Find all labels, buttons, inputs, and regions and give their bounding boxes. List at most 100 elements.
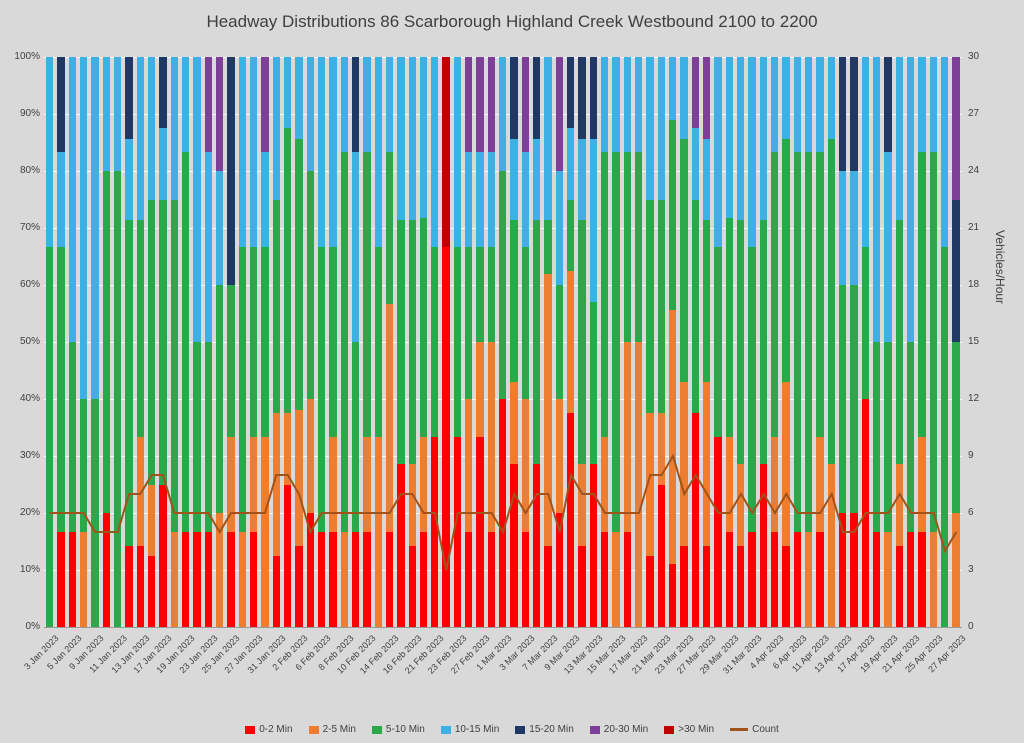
bar-11-jan-2023 — [113, 57, 122, 627]
segment-2-5-min — [295, 409, 303, 546]
bar-21-apr-2023 — [906, 57, 915, 627]
segment-5-10-min — [317, 246, 326, 532]
segment-2-5-min — [465, 399, 473, 532]
segment-2-5-min — [363, 437, 371, 532]
bar-15-feb-2023 — [397, 57, 405, 627]
segment-0-2-min — [578, 545, 586, 627]
segment-10-15-min — [46, 57, 54, 247]
segment-10-15-min — [623, 57, 632, 153]
bar-27-jan-2023 — [249, 57, 258, 627]
segment-5-10-min — [249, 246, 258, 438]
segment-5-10-min — [465, 246, 473, 400]
segment-10-15-min — [669, 57, 677, 121]
left-axis-tick: 0% — [25, 621, 40, 632]
segment-2-5-min — [623, 342, 632, 532]
segment-5-10-min — [487, 246, 496, 343]
legend-label: Count — [752, 724, 779, 735]
bar-23-feb-2023 — [453, 57, 462, 627]
bar-17-mar-2023 — [635, 57, 643, 627]
segment-20-30-min — [703, 57, 711, 139]
bar-18-apr-2023 — [872, 57, 881, 627]
segment-20-30-min — [261, 57, 269, 153]
segment-2-5-min — [215, 513, 224, 627]
bar-3-mar-2023 — [521, 57, 530, 627]
bar-22-feb-2023 — [442, 57, 450, 627]
segment-0-2-min — [431, 437, 439, 627]
segment-2-5-min — [669, 310, 677, 564]
segment-0-2-min — [521, 531, 530, 627]
segment-0-2-min — [136, 545, 144, 627]
segment-10-15-min — [635, 57, 643, 153]
bar-16-mar-2023 — [623, 57, 632, 627]
segment-10-15-min — [351, 152, 360, 343]
segment-5-10-min — [453, 247, 462, 438]
left-axis-tick: 50% — [19, 336, 40, 347]
segment-10-15-min — [102, 57, 110, 171]
segment-15-20-min — [567, 57, 575, 129]
segment-10-15-min — [737, 57, 745, 221]
bar-27-apr-2023 — [952, 57, 960, 627]
segment-2-5-min — [408, 464, 416, 546]
segment-10-15-min — [249, 57, 258, 247]
segment-5-10-min — [329, 246, 337, 438]
segment-5-10-min — [884, 342, 892, 532]
segment-5-10-min — [816, 152, 824, 438]
segment-2-5-min — [827, 463, 835, 627]
segment-2-5-min — [737, 464, 745, 546]
right-axis-tick: 15 — [968, 336, 980, 347]
segment-10-15-min — [363, 57, 371, 153]
segment-10-15-min — [906, 57, 915, 343]
segment-2-5-min — [578, 464, 586, 546]
segment-0-2-min — [442, 246, 450, 627]
bar-20-mar-2023 — [646, 57, 654, 627]
segment-0-2-min — [895, 545, 903, 627]
left-axis-tick: 10% — [19, 564, 40, 575]
segment-10-15-min — [295, 57, 303, 139]
segment-2-5-min — [510, 382, 518, 464]
segment-0-2-min — [510, 463, 518, 627]
segment-0-2-min — [476, 437, 484, 627]
segment-10-15-min — [533, 138, 541, 221]
segment-5-10-min — [861, 246, 869, 399]
legend-swatch — [664, 725, 675, 734]
segment-0-2-min — [657, 484, 666, 627]
legend-swatch — [245, 725, 256, 734]
segment-10-15-min — [703, 138, 711, 221]
segment-20-30-min — [555, 57, 564, 171]
segment-5-10-min — [499, 171, 507, 399]
bar-20-apr-2023 — [895, 57, 903, 627]
segment-10-15-min — [544, 57, 552, 221]
segment-0-2-min — [759, 463, 767, 627]
segment-10-15-min — [759, 57, 767, 221]
bar-19-apr-2023 — [884, 57, 892, 627]
bar-14-mar-2023 — [601, 57, 609, 627]
right-axis-tick: 21 — [968, 222, 980, 233]
segment-10-15-min — [680, 57, 688, 139]
segment-2-5-min — [782, 382, 790, 546]
bar-15-mar-2023 — [612, 57, 620, 627]
segment-0-2-min — [351, 531, 360, 627]
segment-5-10-min — [555, 285, 564, 399]
bar-10-apr-2023 — [804, 57, 813, 627]
segment-0-2-min — [691, 413, 700, 627]
bar-26-apr-2023 — [940, 57, 949, 627]
segment-2-5-min — [703, 382, 711, 546]
legend-label: >30 Min — [678, 724, 715, 735]
segment-0-2-min — [283, 484, 292, 627]
segment-2-5-min — [170, 531, 178, 627]
segment-10-15-min — [499, 57, 507, 171]
segment-2-5-min — [646, 413, 654, 556]
segment-5-10-min — [57, 246, 65, 532]
chart-title: Headway Distributions 86 Scarborough Hig… — [206, 12, 818, 31]
segment-0-2-min — [793, 531, 801, 627]
segment-10-15-min — [465, 152, 473, 247]
segment-2-5-min — [771, 437, 779, 532]
segment-5-10-min — [193, 342, 201, 532]
segment-0-2-min — [385, 531, 394, 627]
segment-2-5-min — [283, 413, 292, 485]
segment-10-15-min — [725, 57, 734, 219]
bar-17-apr-2023 — [861, 57, 869, 627]
legend-swatch — [515, 725, 526, 734]
legend-swatch — [308, 725, 319, 734]
segment-10-15-min — [340, 57, 348, 153]
